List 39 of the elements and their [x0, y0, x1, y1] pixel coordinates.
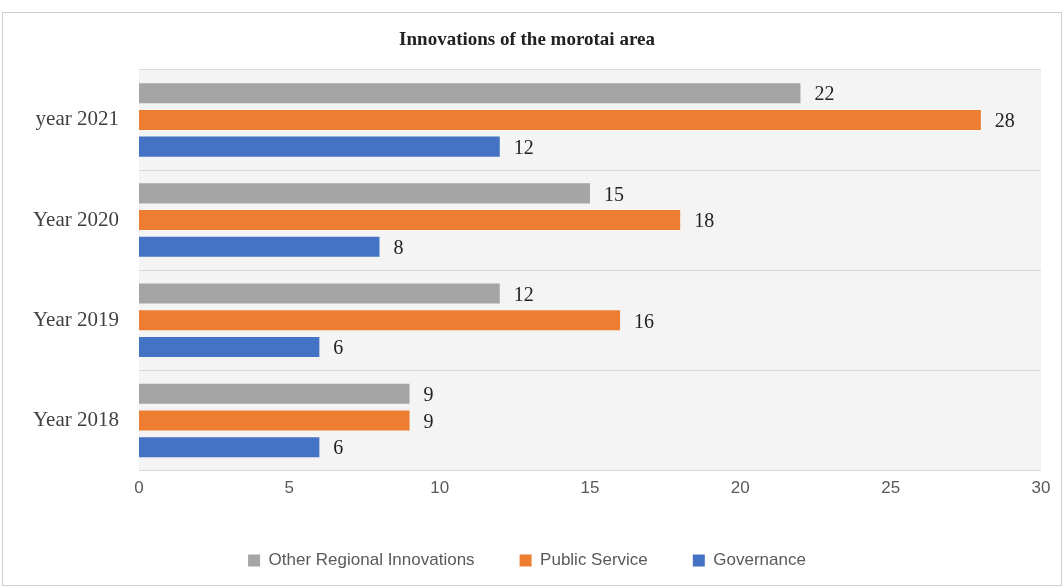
bar	[138, 383, 410, 404]
x-tick-label: 5	[284, 478, 295, 498]
bar	[138, 283, 500, 304]
x-tick-label: 20	[730, 478, 750, 498]
y-tick-label: Year 2019	[33, 306, 119, 331]
y-tick-label: Year 2020	[33, 206, 119, 231]
x-tick-label: 30	[1031, 478, 1051, 498]
data-label: 18	[694, 209, 715, 232]
data-label: 6	[333, 436, 344, 459]
x-tick-label: 0	[134, 478, 144, 498]
x-tick-label: 25	[881, 478, 901, 498]
data-label: 16	[634, 309, 655, 332]
chart-title: Innovations of the morotai area	[399, 28, 656, 50]
bar	[138, 136, 500, 157]
data-label: 12	[513, 135, 534, 158]
data-label: 28	[994, 109, 1015, 132]
bar	[138, 109, 981, 130]
data-label: 8	[393, 236, 404, 259]
data-label: 6	[333, 336, 344, 359]
data-label: 15	[603, 182, 624, 205]
bar	[138, 210, 681, 231]
bar	[138, 437, 320, 458]
legend-label: Other Regional Innovations	[268, 550, 475, 570]
y-tick-label: year 2021	[35, 106, 119, 131]
legend-label: Governance	[713, 550, 806, 570]
x-tick-label: 15	[580, 478, 600, 498]
data-label: 12	[513, 282, 534, 305]
data-label: 9	[423, 383, 434, 406]
data-label: 9	[423, 409, 434, 432]
bar	[138, 337, 320, 358]
bar	[138, 83, 801, 104]
legend-label: Public Service	[540, 550, 648, 570]
bar	[138, 310, 621, 331]
data-label: 22	[814, 82, 835, 105]
bar	[138, 236, 380, 257]
bar	[138, 410, 410, 431]
bar	[138, 183, 590, 204]
y-tick-label: Year 2018	[33, 407, 119, 432]
x-tick-label: 10	[430, 478, 450, 498]
